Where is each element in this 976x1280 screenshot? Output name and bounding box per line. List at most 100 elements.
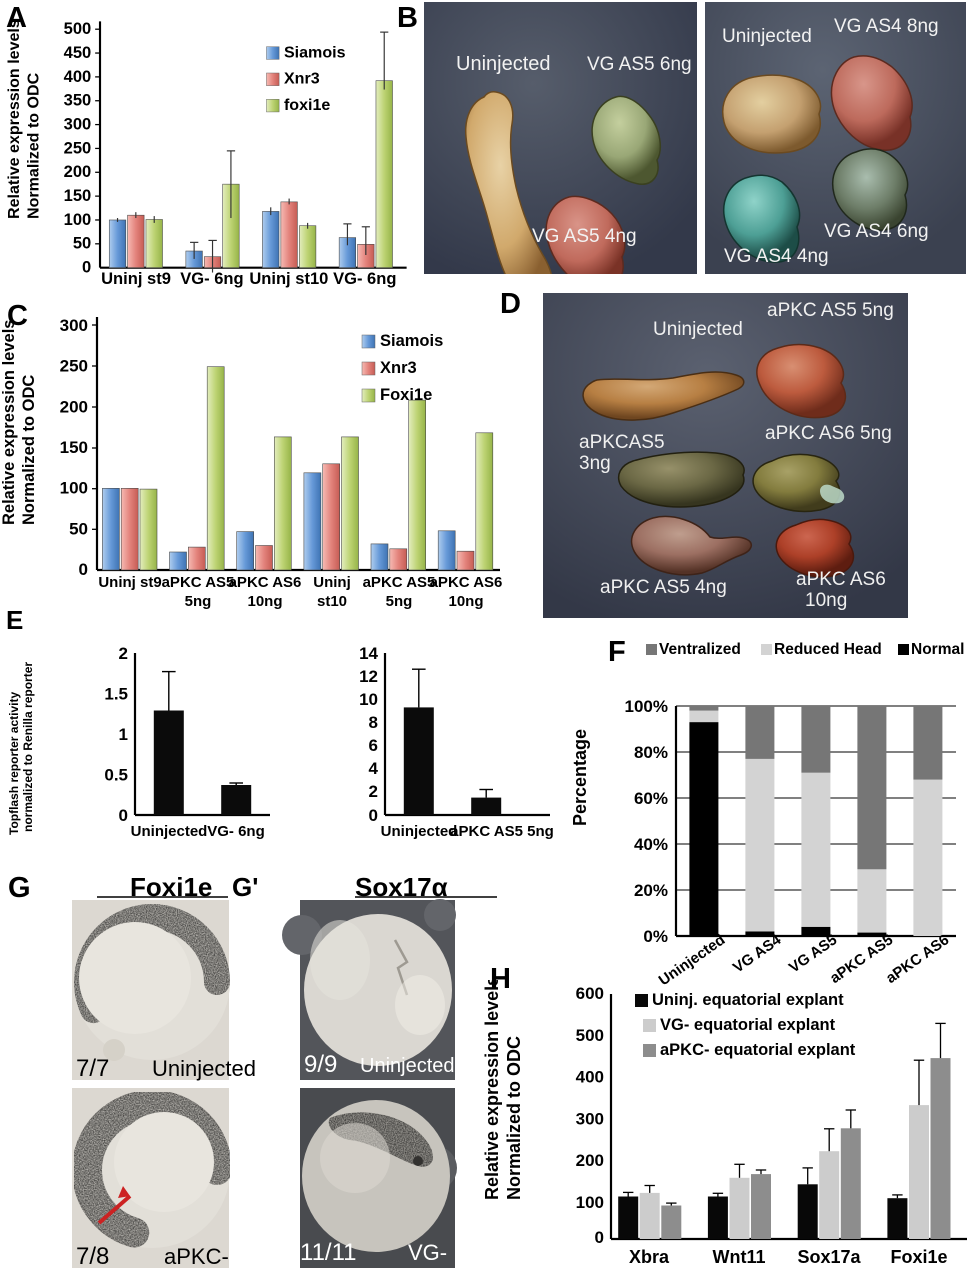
svg-text:5ng: 5ng: [386, 593, 413, 610]
svg-text:9/9: 9/9: [304, 1051, 337, 1078]
svg-text:VG AS4 4ng: VG AS4 4ng: [724, 246, 829, 267]
svg-text:500: 500: [64, 19, 92, 38]
svg-text:100: 100: [64, 210, 92, 229]
svg-text:50: 50: [69, 519, 88, 538]
svg-text:VG-: VG-: [408, 1240, 447, 1265]
svg-text:0.5: 0.5: [104, 766, 128, 785]
svg-text:Uninj st9: Uninj st9: [101, 269, 171, 288]
svg-text:aPKC AS5: aPKC AS5: [162, 574, 235, 591]
svg-text:50: 50: [73, 234, 91, 253]
svg-text:7/7: 7/7: [76, 1055, 109, 1082]
svg-text:200: 200: [64, 162, 92, 181]
svg-text:0: 0: [369, 806, 378, 825]
svg-text:aPKC AS5 5ng: aPKC AS5 5ng: [450, 823, 554, 840]
svg-text:10: 10: [359, 690, 378, 709]
svg-text:Uninjected: Uninjected: [456, 53, 551, 75]
svg-text:1.5: 1.5: [104, 685, 128, 704]
svg-text:VG AS5 6ng: VG AS5 6ng: [587, 54, 692, 75]
svg-text:Normalized to ODC: Normalized to ODC: [20, 375, 38, 525]
svg-text:VG AS4 8ng: VG AS4 8ng: [834, 16, 939, 37]
svg-text:Uninjected: Uninjected: [722, 26, 812, 47]
svg-text:Uninjected: Uninjected: [131, 823, 208, 840]
svg-text:6: 6: [369, 736, 378, 755]
svg-text:600: 600: [576, 984, 604, 1003]
svg-text:Uninj: Uninj: [313, 574, 351, 591]
svg-text:VG AS5 4ng: VG AS5 4ng: [532, 226, 637, 247]
svg-text:250: 250: [64, 138, 92, 157]
svg-text:aPKC AS5 5ng: aPKC AS5 5ng: [767, 300, 894, 321]
svg-text:10ng: 10ng: [448, 593, 483, 610]
svg-text:10ng: 10ng: [805, 590, 847, 611]
svg-text:Normalized to ODC: Normalized to ODC: [504, 1036, 524, 1200]
svg-text:400: 400: [64, 67, 92, 86]
svg-text:14: 14: [359, 644, 378, 663]
svg-text:Wnt11: Wnt11: [712, 1247, 765, 1267]
svg-text:60%: 60%: [634, 789, 668, 808]
svg-text:0: 0: [79, 560, 88, 579]
svg-text:Sox17a: Sox17a: [797, 1247, 861, 1267]
svg-text:5ng: 5ng: [185, 593, 212, 610]
svg-text:Siamois: Siamois: [380, 332, 443, 350]
svg-text:400: 400: [576, 1068, 604, 1087]
svg-text:0: 0: [119, 806, 128, 825]
svg-text:Foxi1e: Foxi1e: [380, 386, 432, 404]
svg-text:Uninj. equatorial explant: Uninj. equatorial explant: [652, 991, 844, 1009]
svg-text:Relative expression levels: Relative expression levels: [482, 980, 502, 1200]
svg-text:7/8: 7/8: [76, 1243, 109, 1270]
svg-text:100: 100: [60, 479, 88, 498]
svg-text:Uninj st9: Uninj st9: [98, 574, 161, 591]
svg-text:aPKC AS6: aPKC AS6: [229, 574, 302, 591]
svg-text:80%: 80%: [634, 743, 668, 762]
svg-text:150: 150: [64, 186, 92, 205]
svg-text:aPKC AS6 5ng: aPKC AS6 5ng: [765, 423, 892, 444]
svg-text:350: 350: [64, 91, 92, 110]
svg-text:aPKC- equatorial explant: aPKC- equatorial explant: [660, 1041, 856, 1059]
svg-text:aPKC AS5: aPKC AS5: [363, 574, 436, 591]
svg-text:Foxi1e: Foxi1e: [890, 1247, 947, 1267]
svg-text:200: 200: [60, 397, 88, 416]
svg-text:aPKCAS5: aPKCAS5: [579, 432, 665, 453]
svg-text:500: 500: [576, 1026, 604, 1045]
svg-text:300: 300: [576, 1109, 604, 1128]
svg-text:aPKC AS6: aPKC AS6: [430, 574, 503, 591]
svg-text:Ventralized: Ventralized: [659, 641, 741, 658]
svg-text:12: 12: [359, 667, 378, 686]
svg-text:aPKC-: aPKC-: [164, 1244, 229, 1269]
svg-text:2: 2: [369, 782, 378, 801]
svg-text:Reduced Head: Reduced Head: [774, 641, 882, 658]
svg-text:450: 450: [64, 43, 92, 62]
svg-text:Uninj st10: Uninj st10: [249, 269, 328, 288]
svg-text:Percentage: Percentage: [570, 729, 590, 826]
svg-text:4: 4: [369, 759, 379, 778]
svg-text:st10: st10: [317, 593, 347, 610]
svg-text:10ng: 10ng: [247, 593, 282, 610]
svg-text:0: 0: [595, 1228, 604, 1247]
svg-text:300: 300: [64, 114, 92, 133]
svg-text:VG- 6ng: VG- 6ng: [333, 269, 396, 288]
svg-text:normalized to Renilla reporter: normalized to Renilla reporter: [21, 662, 35, 832]
svg-text:Normalized to ODC: Normalized to ODC: [25, 72, 43, 219]
svg-text:Uninjected: Uninjected: [152, 1056, 256, 1081]
svg-text:250: 250: [60, 357, 88, 376]
svg-text:0: 0: [82, 258, 91, 277]
svg-text:40%: 40%: [634, 835, 668, 854]
svg-text:aPKC AS5 4ng: aPKC AS5 4ng: [600, 577, 727, 598]
svg-text:Relative expression levels: Relative expression levels: [0, 320, 18, 525]
svg-text:1: 1: [119, 725, 128, 744]
svg-text:300: 300: [60, 316, 88, 335]
svg-text:11/11: 11/11: [300, 1239, 357, 1266]
svg-text:Xbra: Xbra: [629, 1247, 670, 1267]
svg-text:Topflash reporter activity: Topflash reporter activity: [7, 692, 21, 835]
svg-text:100%: 100%: [625, 697, 668, 716]
svg-text:2: 2: [119, 644, 128, 663]
svg-text:150: 150: [60, 438, 88, 457]
svg-text:Uninjected: Uninjected: [360, 1055, 455, 1077]
svg-text:Siamois: Siamois: [284, 43, 346, 61]
svg-text:Normal: Normal: [911, 641, 964, 658]
svg-text:VG AS4 6ng: VG AS4 6ng: [824, 221, 929, 242]
svg-text:Uninjected: Uninjected: [381, 823, 458, 840]
svg-text:Xnr3: Xnr3: [380, 359, 417, 377]
svg-text:3ng: 3ng: [579, 453, 611, 474]
svg-text:VG- equatorial explant: VG- equatorial explant: [660, 1016, 836, 1034]
svg-text:Xnr3: Xnr3: [284, 70, 320, 88]
